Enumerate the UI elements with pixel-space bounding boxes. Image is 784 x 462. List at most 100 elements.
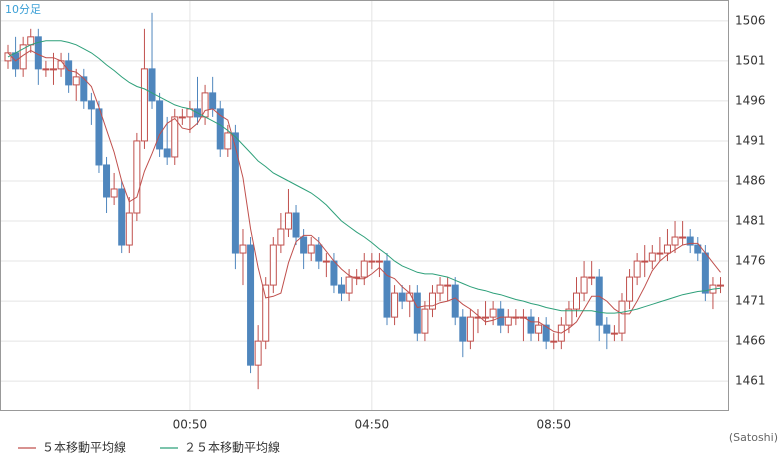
y-tick-label: 1491 <box>735 133 766 147</box>
candle-body <box>330 260 338 286</box>
candle-body <box>694 244 702 254</box>
y-tick-label: 1506 <box>735 13 766 27</box>
y-tick-label: 1501 <box>735 53 766 67</box>
candle-body <box>345 276 353 294</box>
source-note: (Satoshi) <box>729 431 778 444</box>
candle-body <box>626 276 634 302</box>
x-tick-label: 00:50 <box>173 418 208 432</box>
candle-body <box>375 260 383 263</box>
candle-body <box>633 260 641 278</box>
candle-body <box>618 300 626 334</box>
candle-body <box>103 164 111 198</box>
candle-body <box>65 60 73 86</box>
candle-body <box>209 92 217 110</box>
candle-body <box>338 284 346 294</box>
candle-body <box>535 324 543 334</box>
y-tick-label: 1476 <box>735 254 766 268</box>
candle-body <box>87 100 95 110</box>
candle-body <box>565 308 573 326</box>
candle-body <box>57 60 65 70</box>
candle-body <box>133 140 141 214</box>
candle-body <box>269 244 277 286</box>
candle-body <box>717 284 725 287</box>
candle-body <box>648 252 656 262</box>
candle-body <box>300 236 308 254</box>
legend-label: ２５本移動平均線 <box>184 440 280 455</box>
candle-body <box>231 132 239 254</box>
candle-body <box>701 252 709 294</box>
candle-body <box>482 316 490 319</box>
candle-body <box>80 76 88 102</box>
candle-body <box>383 260 391 318</box>
candle-body <box>679 236 687 239</box>
candle-body <box>466 316 474 342</box>
candle-body <box>504 316 512 326</box>
candle-body <box>49 68 57 71</box>
candle-body <box>398 292 406 302</box>
candle-body <box>247 244 255 366</box>
y-tick-label: 1461 <box>735 374 766 388</box>
candle-body <box>421 308 429 334</box>
candle-body <box>656 252 664 255</box>
candle-body <box>315 244 323 262</box>
candle-body <box>580 276 588 294</box>
legend-label: ５本移動平均線 <box>42 440 126 455</box>
y-tick-label: 1496 <box>735 93 766 107</box>
candle-body <box>444 284 452 287</box>
x-tick-label: 08:50 <box>536 418 571 432</box>
candle-body <box>428 292 436 310</box>
candle-body <box>254 340 262 366</box>
x-tick-label: 04:50 <box>355 418 390 432</box>
candle-body <box>163 148 171 158</box>
candle-body <box>239 244 247 254</box>
candle-body <box>125 212 133 246</box>
candle-body <box>641 260 649 263</box>
candle-body <box>573 292 580 310</box>
candle-body <box>391 292 399 318</box>
candle-body <box>284 212 292 230</box>
y-tick-label: 1471 <box>735 294 766 308</box>
candle-body <box>42 68 50 71</box>
candle-body <box>550 340 558 343</box>
y-tick-label: 1486 <box>735 173 766 187</box>
candle-body <box>542 324 550 342</box>
y-tick-label: 1481 <box>735 214 766 228</box>
candle-body <box>19 44 27 70</box>
candle-body <box>118 188 126 246</box>
candle-body <box>360 260 368 278</box>
candle-body <box>671 236 679 246</box>
ma-line <box>7 40 721 314</box>
candle-body <box>436 284 444 294</box>
candle-body <box>489 308 497 318</box>
candle-body <box>595 276 603 326</box>
candle-body <box>588 276 596 279</box>
candle-body <box>610 332 618 335</box>
candle-body <box>224 132 232 150</box>
candle-body <box>171 116 179 158</box>
candle-body <box>527 316 535 334</box>
candle-body <box>178 116 186 119</box>
plot-frame <box>0 0 729 411</box>
candle-body <box>140 68 148 142</box>
candle-body <box>292 212 300 238</box>
candle-body <box>368 260 376 263</box>
candle-body <box>72 76 80 86</box>
candle-body <box>413 292 421 334</box>
candle-body <box>459 316 467 342</box>
candle-body <box>216 108 224 150</box>
candle-body <box>148 68 156 102</box>
candle-body <box>156 100 164 150</box>
candle-body <box>663 244 671 254</box>
candle-body <box>322 260 330 263</box>
ma-line <box>7 49 721 334</box>
chart-label: 10分足 <box>5 3 41 16</box>
candle-body <box>277 228 285 246</box>
candle-body <box>307 244 315 254</box>
candle-body <box>603 324 611 334</box>
y-tick-label: 1466 <box>735 334 766 348</box>
candle-body <box>262 284 270 342</box>
candle-body <box>451 284 459 318</box>
candle-body <box>110 188 118 198</box>
legend: ５本移動平均線 ２５本移動平均線 <box>18 440 280 455</box>
